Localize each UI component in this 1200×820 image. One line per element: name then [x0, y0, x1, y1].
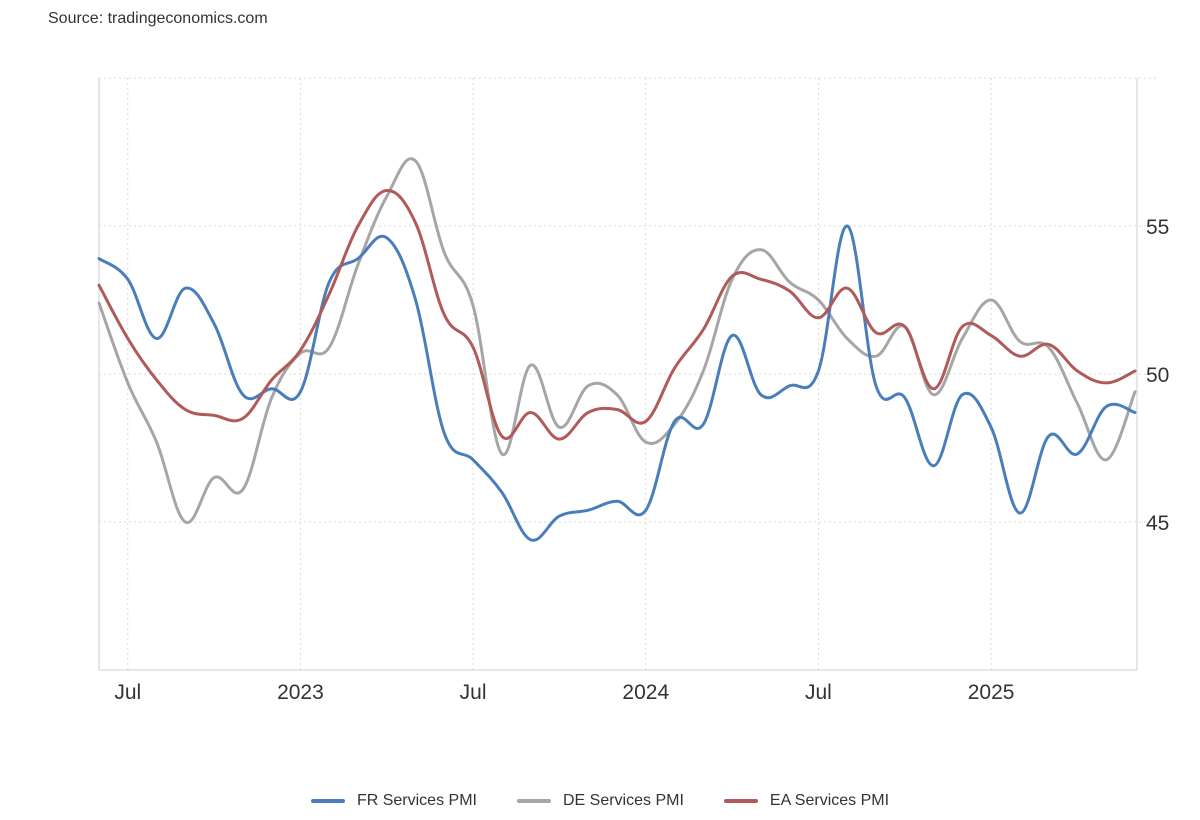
y-tick-label: 55 [1146, 216, 1169, 239]
legend-label-ea: EA Services PMI [769, 792, 890, 809]
x-axis-ticks: Jul 2023 Jul 2024 Jul 2025 [114, 681, 1014, 704]
legend-item-fr[interactable]: FR Services PMI [310, 792, 477, 810]
series-line-ea [97, 189, 1137, 441]
y-axis-ticks: 45 50 55 [1146, 216, 1169, 535]
legend-swatch-fr [310, 799, 345, 803]
legend-swatch-ea [723, 799, 758, 803]
x-tick-label: Jul [460, 681, 487, 704]
axes [98, 78, 1138, 671]
x-tick-label: Jul [805, 681, 832, 704]
legend: FR Services PMI DE Services PMI EA Servi… [0, 792, 1200, 810]
grid [99, 77, 1157, 670]
source-label: Source: tradingeconomics.com [48, 10, 268, 27]
line-chart: 45 50 55 Jul 2023 Jul 2024 Jul 2025 [97, 77, 1169, 704]
y-tick-label: 50 [1146, 364, 1169, 387]
legend-item-ea[interactable]: EA Services PMI [723, 792, 890, 810]
x-tick-label: 2025 [968, 681, 1015, 704]
series-line-fr [97, 224, 1137, 542]
x-tick-label: Jul [114, 681, 141, 704]
legend-label-de: DE Services PMI [562, 792, 684, 809]
y-tick-label: 45 [1146, 512, 1169, 535]
x-tick-label: 2023 [277, 681, 324, 704]
legend-swatch-de [516, 799, 551, 803]
series-line-de [97, 157, 1137, 524]
x-tick-label: 2024 [622, 681, 669, 704]
series-lines [97, 157, 1137, 542]
legend-label-fr: FR Services PMI [356, 792, 477, 809]
legend-item-de[interactable]: DE Services PMI [516, 792, 684, 810]
